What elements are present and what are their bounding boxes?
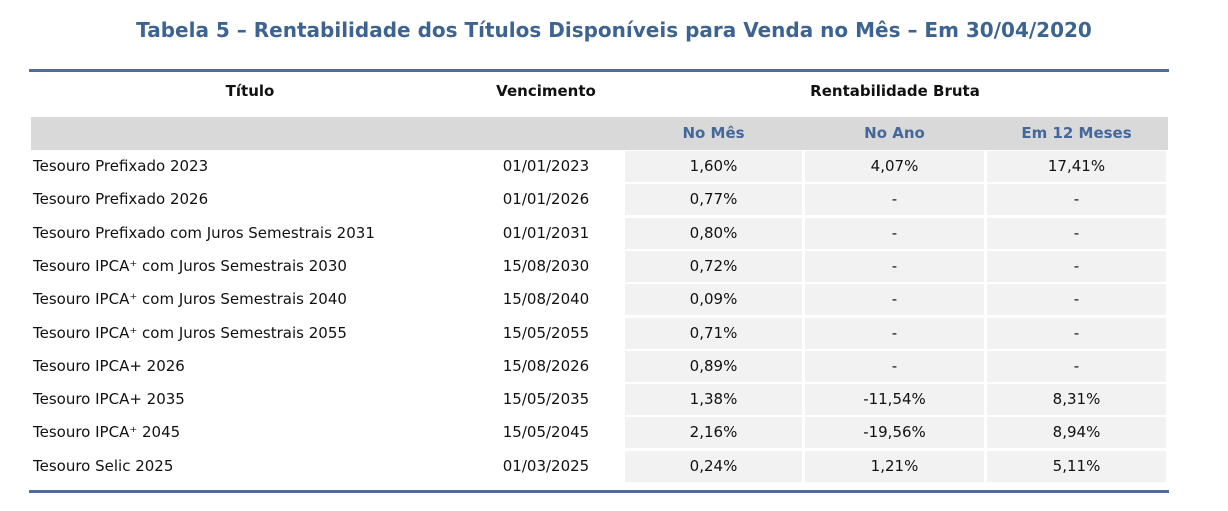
subheader: No Ano: [864, 124, 925, 142]
title-cell: Tesouro Selic 2025: [33, 456, 174, 475]
table-title: Tabela 5 – Rentabilidade dos Títulos Dis…: [136, 18, 1092, 42]
subheader: No Mês: [682, 124, 745, 142]
value-cell: -: [805, 250, 984, 282]
value-cell: 5,11%: [987, 450, 1166, 482]
value-cell: -: [805, 284, 984, 316]
top-rule: [29, 69, 1169, 72]
date-cell: 15/08/2030: [502, 256, 590, 275]
value-cell: 0,71%: [625, 317, 802, 349]
value-cell: -: [987, 184, 1166, 216]
value-cell: 1,60%: [625, 151, 802, 182]
header: Título: [225, 82, 275, 100]
value-cell: 0,09%: [625, 284, 802, 316]
header: Vencimento: [496, 82, 596, 100]
title-cell: Tesouro IPCA+ 2035: [33, 390, 185, 409]
subheader: Em 12 Meses: [1021, 124, 1132, 142]
value-cell: 0,72%: [625, 250, 802, 282]
bottom-rule: [29, 490, 1169, 493]
date-cell: 01/03/2025: [502, 456, 590, 475]
value-cell: -: [805, 317, 984, 349]
header: Rentabilidade Bruta: [810, 82, 980, 100]
date-cell: 15/05/2045: [502, 423, 590, 442]
value-cell: 17,41%: [987, 151, 1166, 182]
date-cell: 15/08/2040: [502, 290, 590, 309]
value-cell: -: [805, 350, 984, 382]
value-cell: 8,31%: [987, 384, 1166, 416]
value-cell: 1,21%: [805, 450, 984, 482]
value-cell: -: [805, 184, 984, 216]
date-cell: 15/05/2035: [502, 390, 590, 409]
value-cell: 0,89%: [625, 350, 802, 382]
value-cell: 4,07%: [805, 151, 984, 182]
title-cell: Tesouro IPCA+ 2026: [33, 356, 185, 375]
value-cell: -: [987, 350, 1166, 382]
date-cell: 01/01/2031: [502, 223, 590, 242]
value-cell: 0,77%: [625, 184, 802, 216]
subheader-band: [31, 117, 1168, 150]
value-cell: 1,38%: [625, 384, 802, 416]
title-cell: Tesouro IPCA⁺ com Juros Semestrais 2030: [33, 256, 347, 275]
date-cell: 01/01/2023: [502, 157, 590, 175]
date-cell: 15/05/2055: [502, 323, 590, 342]
value-cell: -: [805, 217, 984, 249]
title-cell: Tesouro Prefixado 2026: [33, 190, 209, 209]
value-cell: 0,24%: [625, 450, 802, 482]
value-cell: -: [987, 250, 1166, 282]
value-cell: -: [987, 217, 1166, 249]
date-cell: 15/08/2026: [502, 356, 590, 375]
value-cell: -: [987, 284, 1166, 316]
date-cell: 01/01/2026: [502, 190, 590, 209]
title-cell: Tesouro IPCA⁺ com Juros Semestrais 2040: [33, 290, 347, 309]
value-cell: -19,56%: [805, 417, 984, 449]
title-cell: Tesouro IPCA⁺ com Juros Semestrais 2055: [33, 323, 347, 342]
title-cell: Tesouro Prefixado com Juros Semestrais 2…: [33, 223, 375, 242]
value-cell: 0,80%: [625, 217, 802, 249]
value-cell: 8,94%: [987, 417, 1166, 449]
title-cell: Tesouro IPCA⁺ 2045: [33, 423, 181, 442]
value-cell: -: [987, 317, 1166, 349]
value-cell: 2,16%: [625, 417, 802, 449]
title-cell: Tesouro Prefixado 2023: [33, 157, 209, 175]
value-cell: -11,54%: [805, 384, 984, 416]
